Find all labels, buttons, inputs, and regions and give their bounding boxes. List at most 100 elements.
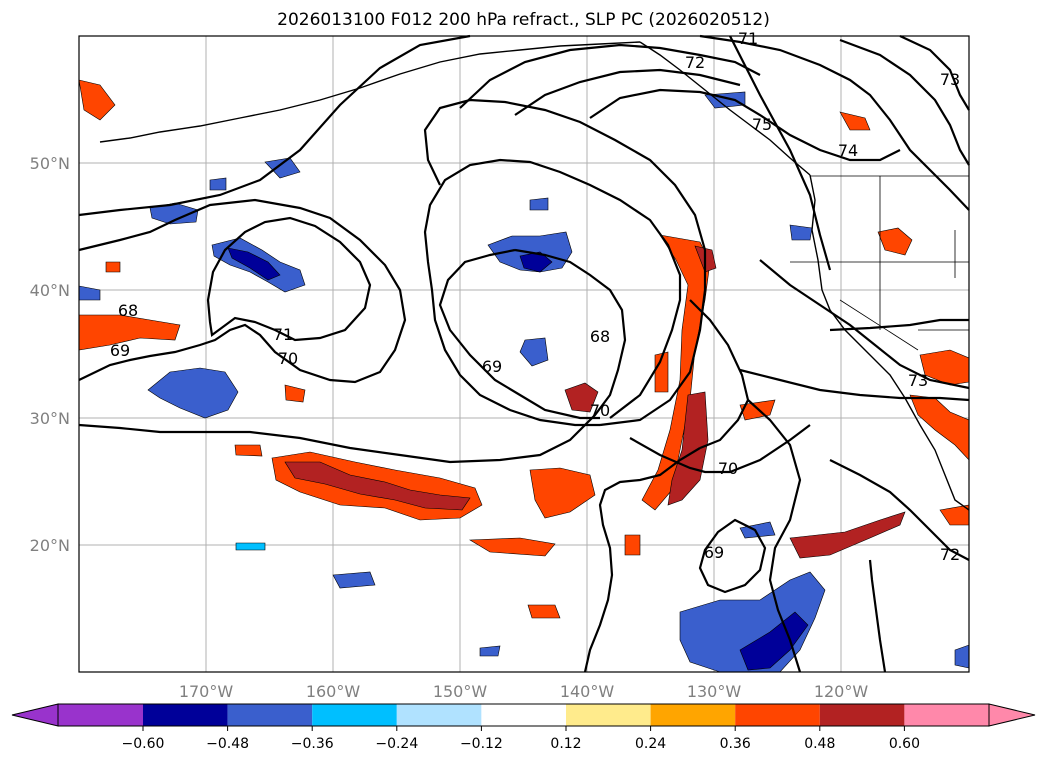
pos-blob [78,79,116,121]
contour-line [514,68,741,116]
contour-line [423,158,682,427]
coastline-aleutians [99,41,641,143]
neg-blob [739,521,776,539]
contour-line [829,459,970,561]
contour-line [699,34,970,211]
colorbar-tick-label: −0.24 [375,736,418,752]
lon-label: 160°W [306,682,361,701]
contour-line [78,198,407,384]
neg-blob [235,542,266,551]
contour-label: 70 [718,459,738,478]
colorbar-segment [566,704,651,726]
pos-blob [468,537,556,557]
neg-blob [264,157,301,179]
lat-labels: 50°N 40°N 30°N 20°N [30,154,70,555]
neg-blob [529,197,549,211]
pos-blob [105,261,121,273]
contour-line [78,248,627,464]
pos-blob [624,534,641,556]
colorbar-tick-label: 0.12 [550,736,581,752]
colorbar-segment [143,704,228,726]
contour-label: 75 [752,115,772,134]
pos-blob [839,111,871,131]
colorbar-tick-label: −0.60 [122,736,165,752]
contour-line [438,248,600,420]
contour-label: 72 [940,545,960,564]
contour-line [78,34,471,217]
pos-blob [527,604,561,619]
contour-label: 69 [110,341,130,360]
border-states [790,176,969,351]
contour-line [583,447,701,673]
lon-label: 120°W [814,682,869,701]
coastline-alaska [639,41,811,176]
neg-blob [789,224,813,241]
contour-label: 70 [590,401,610,420]
lon-label: 170°W [179,682,234,701]
contour-line [747,399,802,673]
neg-blob [227,247,281,281]
neg-blob [739,611,809,671]
contour-labels: 71 72 75 74 73 68 69 71 70 69 68 70 70 6… [110,29,960,564]
neg-blob [209,177,227,191]
lon-labels: 170°W 160°W 150°W 140°W 130°W 120°W [179,682,869,701]
borders [790,175,969,351]
colorbar-tick-label: −0.36 [291,736,334,752]
contour-line [729,35,832,271]
colorbar-segment [396,704,482,726]
pos-blob [529,467,596,519]
neg-blob [519,337,549,367]
colorbar-ticks: −0.60 −0.48 −0.36 −0.24 −0.12 0.12 0.24 0.36 0.4… [122,726,920,752]
colorbar-tick-label: −0.12 [460,736,503,752]
contour-line [868,559,887,673]
contour-line [589,88,901,162]
contour-label: 69 [704,543,724,562]
pos-blob [78,314,181,351]
colorbar-tick-label: −0.48 [206,736,249,752]
colorbar-segments [58,704,989,726]
colorbar-tick-label: 0.48 [804,736,835,752]
colorbar-segment [481,704,566,726]
contour-line [629,424,811,474]
colorbar-segment [227,704,313,726]
pos-blob [284,384,306,403]
colorbar-max-extend [988,703,1036,727]
negative-anomaly-fields [78,91,970,673]
contour-line [899,35,970,111]
contour-line [739,368,970,402]
coastlines [99,41,970,511]
pos-blob [234,444,263,457]
colorbar-min-extend [11,703,59,727]
colorbar-segment [819,704,905,726]
neg-blob [147,367,239,419]
lon-label: 130°W [687,682,742,701]
contour-label: 73 [908,371,928,390]
contour-line [839,38,970,166]
contour-line [829,318,969,332]
contour-label: 71 [738,29,758,48]
slp-contours [78,34,970,673]
colorbar-segment [58,704,143,726]
positive-anomaly-fields [78,79,970,619]
contour-label: 70 [278,349,298,368]
pos-blob [284,461,471,511]
colorbar-tick-label: 0.60 [889,736,920,752]
contour-label: 68 [118,301,138,320]
neg-blob [479,645,501,657]
lat-label: 30°N [30,409,70,428]
contour-label: 69 [482,357,502,376]
contour-line [759,259,970,390]
contour-line [423,98,707,427]
contour-label: 68 [590,327,610,346]
colorbar-frame [57,703,990,727]
colorbar-segment [312,704,397,726]
neg-blob [332,571,376,589]
pos-blob [564,382,599,413]
lat-label: 20°N [30,536,70,555]
contour-label: 72 [685,53,705,72]
colorbar: −0.60 −0.48 −0.36 −0.24 −0.12 0.12 0.24 0.36 0.4… [11,703,1036,752]
lon-label: 150°W [433,682,488,701]
contour-line [206,216,372,342]
colorbar-segment [904,704,989,726]
contour-line [689,299,750,450]
